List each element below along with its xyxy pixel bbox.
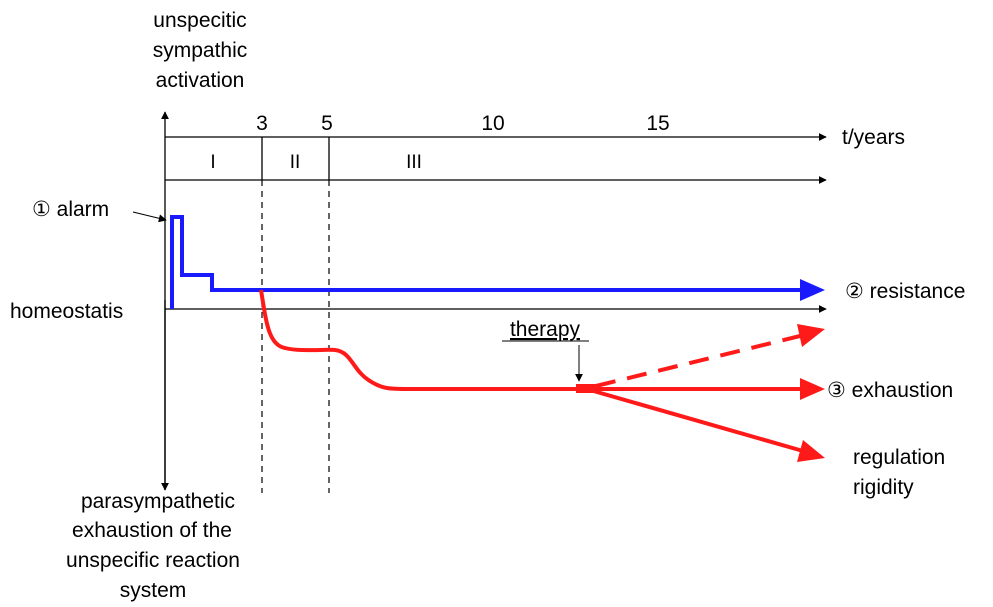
y-axis-top-label-line-3: activation xyxy=(156,69,245,92)
y-axis-top-label-line-1: unspecitic xyxy=(153,9,246,32)
tick-label-15: 15 xyxy=(646,112,669,135)
therapy-label: therapy xyxy=(510,318,581,341)
phase-label-I: I xyxy=(210,152,215,173)
x-axis-label: t/years xyxy=(842,126,905,149)
y-axis-bottom-label-line-4: system xyxy=(120,579,187,602)
therapy-dashed-arrowhead xyxy=(797,324,825,347)
alarm-label: ① alarm xyxy=(32,198,109,221)
phase-label-III: III xyxy=(406,152,422,173)
exhaustion-curve xyxy=(259,289,800,391)
regulation-label-line-2: rigidity xyxy=(853,476,914,499)
regulation-label-line-1: regulation xyxy=(853,446,945,469)
tick-label-5: 5 xyxy=(321,112,333,135)
phase-label-II: II xyxy=(290,152,301,173)
homeostasis-label: homeostatis xyxy=(10,300,123,323)
therapy-dashed-branch xyxy=(595,334,801,388)
exhaustion-arrowhead xyxy=(800,378,825,400)
resistance-curve xyxy=(170,215,800,309)
resistance-arrowhead xyxy=(800,279,825,301)
resistance-label: ② resistance xyxy=(845,280,965,303)
y-axis-bottom-label-line-1: parasympathetic xyxy=(81,490,235,513)
tick-label-10: 10 xyxy=(481,112,504,135)
alarm-pointer xyxy=(132,211,167,223)
therapy-point xyxy=(576,384,596,393)
y-axis-bottom-label-line-2: exhaustion of the xyxy=(72,519,232,542)
exhaustion-label: ③ exhaustion xyxy=(827,379,953,402)
regulation-rigidity-branch xyxy=(589,388,804,453)
regulation-rigidity-arrowhead xyxy=(797,440,825,462)
tick-label-3: 3 xyxy=(256,112,268,135)
y-axis-top-label-line-2: sympathic xyxy=(153,39,248,62)
y-axis-bottom-label-line-3: unspecific reaction xyxy=(66,549,240,572)
